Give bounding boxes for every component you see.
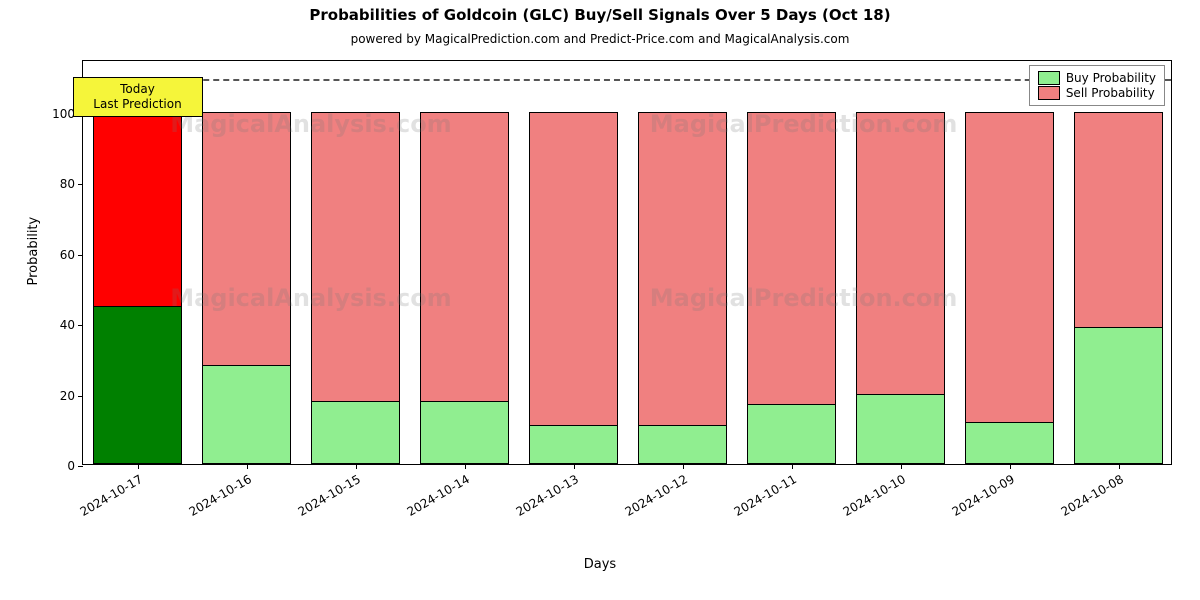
legend-swatch (1038, 86, 1060, 100)
bar-group (965, 59, 1054, 464)
buy-bar (856, 394, 945, 464)
x-tick (247, 464, 248, 469)
legend-swatch (1038, 71, 1060, 85)
buy-bar (420, 401, 509, 464)
legend: Buy ProbabilitySell Probability (1029, 65, 1165, 106)
x-tick-label: 2024-10-12 (622, 472, 689, 519)
sell-bar (529, 112, 618, 464)
chart-subtitle: powered by MagicalPrediction.com and Pre… (0, 32, 1200, 46)
y-tick (78, 255, 83, 256)
x-tick (792, 464, 793, 469)
chart-title: Probabilities of Goldcoin (GLC) Buy/Sell… (0, 6, 1200, 24)
buy-bar (638, 425, 727, 464)
legend-item: Buy Probability (1038, 71, 1156, 85)
x-tick-label: 2024-10-14 (404, 472, 471, 519)
bar-group (856, 59, 945, 464)
legend-label: Buy Probability (1066, 71, 1156, 85)
y-tick (78, 396, 83, 397)
x-axis-label: Days (0, 557, 1200, 572)
buy-bar (747, 404, 836, 464)
x-tick-label: 2024-10-13 (513, 472, 580, 519)
y-tick (78, 325, 83, 326)
bar-group (638, 59, 727, 464)
buy-bar (311, 401, 400, 464)
buy-bar (202, 365, 291, 464)
y-tick-label: 20 (60, 389, 75, 403)
x-tick (901, 464, 902, 469)
bar-group (747, 59, 836, 464)
x-tick (1119, 464, 1120, 469)
y-tick (78, 466, 83, 467)
x-tick (465, 464, 466, 469)
today-annotation: TodayLast Prediction (73, 77, 203, 117)
x-tick (574, 464, 575, 469)
legend-label: Sell Probability (1066, 86, 1155, 100)
y-tick-label: 0 (67, 459, 75, 473)
buy-bar (529, 425, 618, 464)
x-tick-label: 2024-10-09 (949, 472, 1016, 519)
bar-group (529, 59, 618, 464)
x-tick-label: 2024-10-10 (840, 472, 907, 519)
x-tick (1010, 464, 1011, 469)
legend-item: Sell Probability (1038, 86, 1156, 100)
buy-bar (93, 306, 182, 464)
x-tick-label: 2024-10-17 (77, 472, 144, 519)
annotation-line: Today (84, 82, 192, 97)
y-axis-label: Probability (26, 216, 41, 285)
y-tick-label: 80 (60, 177, 75, 191)
plot-area: Buy ProbabilitySell Probability 02040608… (82, 60, 1172, 465)
bar-group (202, 59, 291, 464)
y-tick (78, 184, 83, 185)
buy-bar (965, 422, 1054, 464)
bar-group (1074, 59, 1163, 464)
x-tick-label: 2024-10-15 (295, 472, 362, 519)
x-tick (356, 464, 357, 469)
annotation-line: Last Prediction (84, 97, 192, 112)
x-tick-label: 2024-10-08 (1058, 472, 1125, 519)
y-tick-label: 40 (60, 318, 75, 332)
chart-container: Probabilities of Goldcoin (GLC) Buy/Sell… (0, 0, 1200, 600)
sell-bar (638, 112, 727, 464)
bar-group (311, 59, 400, 464)
y-tick-label: 60 (60, 248, 75, 262)
x-tick (138, 464, 139, 469)
bar-group (420, 59, 509, 464)
sell-bar (965, 112, 1054, 464)
buy-bar (1074, 327, 1163, 464)
x-tick-label: 2024-10-16 (186, 472, 253, 519)
bar-group (93, 59, 182, 464)
x-tick-label: 2024-10-11 (731, 472, 798, 519)
x-tick (683, 464, 684, 469)
